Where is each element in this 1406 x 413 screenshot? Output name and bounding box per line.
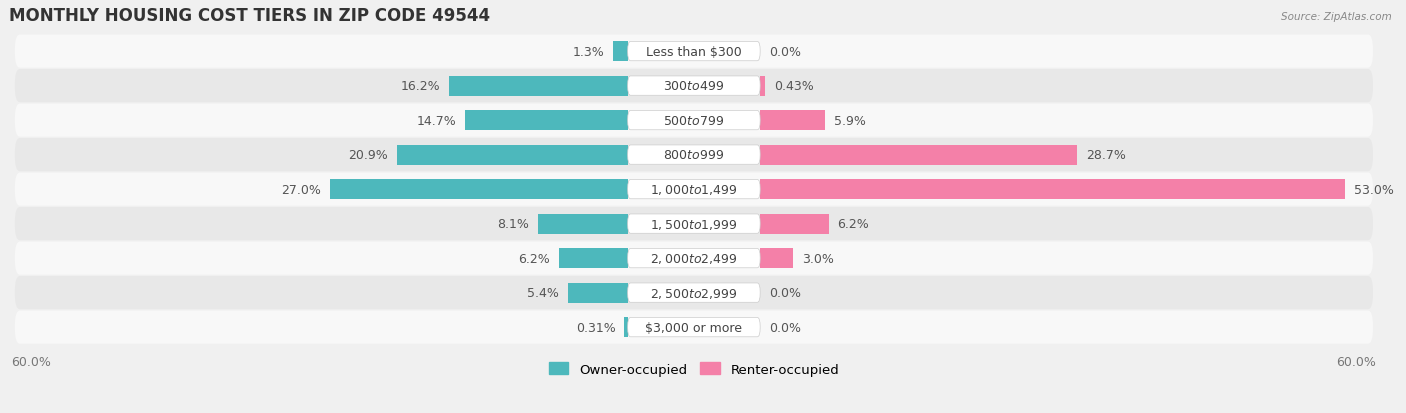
Text: 8.1%: 8.1% bbox=[498, 218, 530, 230]
FancyBboxPatch shape bbox=[15, 242, 1374, 275]
Text: Less than $300: Less than $300 bbox=[645, 45, 742, 59]
FancyBboxPatch shape bbox=[627, 180, 761, 199]
Bar bbox=[761, 214, 828, 234]
Text: $2,000 to $2,499: $2,000 to $2,499 bbox=[650, 252, 738, 266]
FancyBboxPatch shape bbox=[15, 276, 1374, 309]
FancyBboxPatch shape bbox=[627, 249, 761, 268]
Text: 53.0%: 53.0% bbox=[1354, 183, 1395, 196]
Bar bbox=[560, 249, 627, 268]
FancyBboxPatch shape bbox=[15, 208, 1374, 241]
Bar bbox=[568, 283, 627, 303]
FancyBboxPatch shape bbox=[15, 70, 1374, 103]
Text: 5.9%: 5.9% bbox=[834, 114, 866, 127]
FancyBboxPatch shape bbox=[627, 318, 761, 337]
Text: $300 to $499: $300 to $499 bbox=[664, 80, 724, 93]
FancyBboxPatch shape bbox=[627, 146, 761, 165]
Text: 14.7%: 14.7% bbox=[416, 114, 457, 127]
FancyBboxPatch shape bbox=[15, 139, 1374, 172]
Text: 1.3%: 1.3% bbox=[572, 45, 605, 59]
Bar bbox=[465, 111, 627, 131]
Bar bbox=[761, 145, 1077, 165]
Text: 0.0%: 0.0% bbox=[769, 321, 801, 334]
Text: 0.0%: 0.0% bbox=[769, 45, 801, 59]
Text: 6.2%: 6.2% bbox=[519, 252, 550, 265]
Text: 20.9%: 20.9% bbox=[349, 149, 388, 162]
FancyBboxPatch shape bbox=[15, 104, 1374, 138]
Text: Source: ZipAtlas.com: Source: ZipAtlas.com bbox=[1281, 12, 1392, 22]
Text: 3.0%: 3.0% bbox=[801, 252, 834, 265]
Bar bbox=[538, 214, 627, 234]
FancyBboxPatch shape bbox=[15, 311, 1374, 344]
FancyBboxPatch shape bbox=[627, 111, 761, 131]
Text: $800 to $999: $800 to $999 bbox=[664, 149, 724, 162]
Bar bbox=[761, 76, 765, 96]
Legend: Owner-occupied, Renter-occupied: Owner-occupied, Renter-occupied bbox=[543, 357, 845, 381]
Text: 27.0%: 27.0% bbox=[281, 183, 321, 196]
FancyBboxPatch shape bbox=[15, 36, 1374, 69]
FancyBboxPatch shape bbox=[627, 214, 761, 234]
Text: 0.43%: 0.43% bbox=[773, 80, 814, 93]
Text: 28.7%: 28.7% bbox=[1085, 149, 1126, 162]
Text: $2,500 to $2,999: $2,500 to $2,999 bbox=[650, 286, 738, 300]
FancyBboxPatch shape bbox=[627, 77, 761, 96]
Text: 16.2%: 16.2% bbox=[401, 80, 440, 93]
Bar bbox=[624, 317, 627, 337]
FancyBboxPatch shape bbox=[15, 173, 1374, 206]
Text: $1,500 to $1,999: $1,500 to $1,999 bbox=[650, 217, 738, 231]
Text: 5.4%: 5.4% bbox=[527, 287, 560, 299]
Bar bbox=[396, 145, 627, 165]
FancyBboxPatch shape bbox=[627, 283, 761, 303]
Bar bbox=[613, 42, 627, 62]
Bar bbox=[761, 111, 825, 131]
Bar bbox=[449, 76, 627, 96]
Text: $1,000 to $1,499: $1,000 to $1,499 bbox=[650, 183, 738, 197]
Text: 6.2%: 6.2% bbox=[838, 218, 869, 230]
FancyBboxPatch shape bbox=[627, 42, 761, 62]
Text: MONTHLY HOUSING COST TIERS IN ZIP CODE 49544: MONTHLY HOUSING COST TIERS IN ZIP CODE 4… bbox=[10, 7, 491, 25]
Text: 0.0%: 0.0% bbox=[769, 287, 801, 299]
Bar bbox=[761, 180, 1346, 199]
Text: $3,000 or more: $3,000 or more bbox=[645, 321, 742, 334]
Text: $500 to $799: $500 to $799 bbox=[664, 114, 724, 127]
Bar bbox=[761, 249, 793, 268]
Text: 0.31%: 0.31% bbox=[575, 321, 616, 334]
Bar bbox=[329, 180, 627, 199]
